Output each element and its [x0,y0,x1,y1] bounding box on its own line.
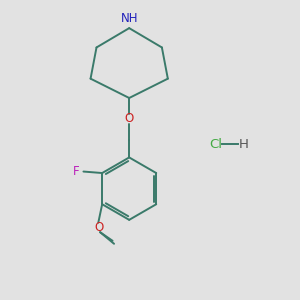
Text: F: F [73,165,79,178]
Text: O: O [124,112,134,125]
Text: NH: NH [120,12,138,25]
Text: Cl: Cl [209,138,222,151]
Text: O: O [94,221,104,234]
Text: H: H [239,138,249,151]
